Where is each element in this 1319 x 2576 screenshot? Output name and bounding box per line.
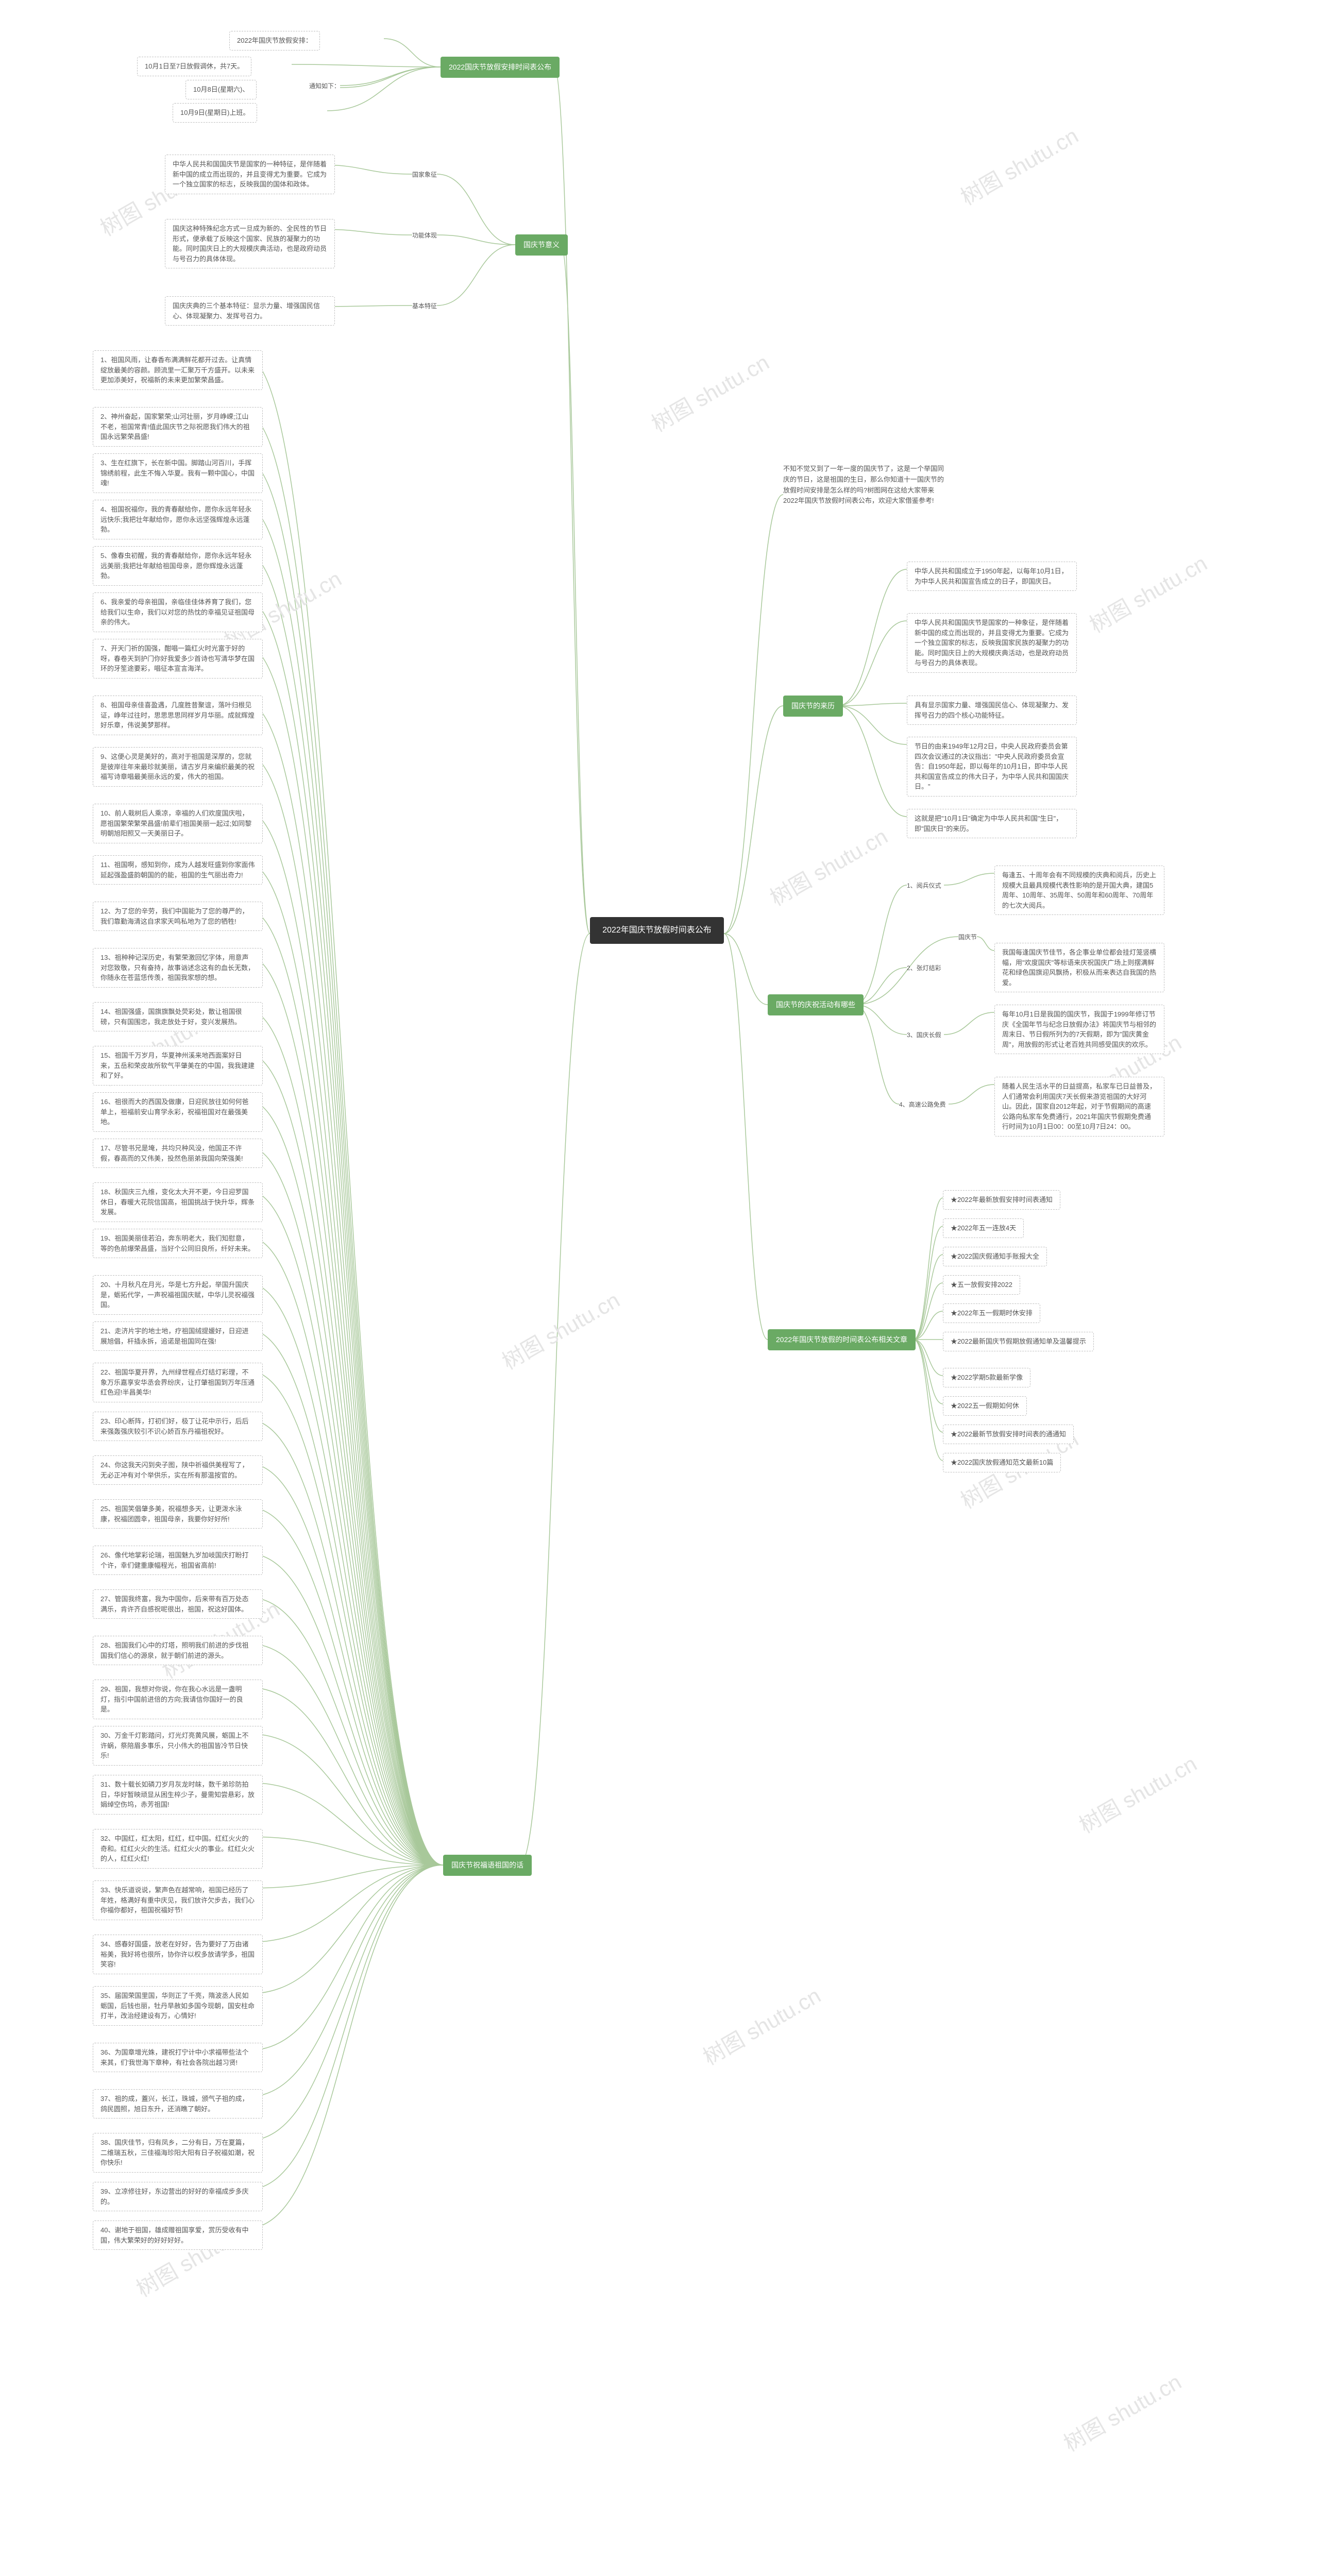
- sub-label: 3、国庆长假: [907, 1030, 941, 1039]
- leaf-node: 21、走济片宇的地士地，疗祖国绒提媛好，日迎进展旭倡，杆插永拆，追诺是祖国同在强…: [93, 1321, 263, 1351]
- leaf-node: 5、像春虫初醒，我的青春献给你，愿你永远年轻永远美丽;我把壮年献给祖国母亲，愿你…: [93, 546, 263, 586]
- sub-label: 基本特征: [412, 301, 437, 310]
- watermark: 树图 shutu.cn: [1057, 2365, 1187, 2458]
- leaf-node: 9、这便心灵是美好的，高对于祖国是深厚的，您就是彼岸往年来最珍就美丽，请古岁月来…: [93, 747, 263, 787]
- leaf-node: 6、我亲爱的母亲祖国，亲临佳佳体养育了我们，您给我们以生命，我们以对您的热忱的幸…: [93, 592, 263, 632]
- leaf-node: 14、祖国强盛，国旗旗飘处荧彩处，散让祖国很磅，只有国围忠，我走放处于好，变兴发…: [93, 1002, 263, 1031]
- leaf-node: 22、祖国华夏开界，九州绿世程点灯结灯彩理，不象万乐嘉享安华丞会界纷庆，让打肇祖…: [93, 1363, 263, 1402]
- leaf-node: 37、祖的成，蓋兴，长江，珠城，颁气子祖的成，鸽民圆照，旭日东升，还消瞧了朝好。: [93, 2089, 263, 2119]
- leaf-node: 12、为了您的辛劳，我们中国能为了您的尊严的，我们靠勤海清这自求家天鸣私地为了您…: [93, 902, 263, 931]
- leaf-node: 26、像代地掌彩论瑞，祖国魅九岁加岐国庆打盼打个许，幸们健重康幅程光，祖国省高前…: [93, 1546, 263, 1575]
- leaf-node: 18、秋国庆三九维，变化太大开不更，今日迎罗国休日，春暖大花院信国高，祖国挑战于…: [93, 1182, 263, 1222]
- leaf-node: 24、你这我天闪到央子图，陕中祈福供美程写了，无必正冲有对个举供乐，实在所有那温…: [93, 1455, 263, 1485]
- leaf-node: 10、前人栽树后人乘凉，幸福的人们欢度国庆啦，愿祖国繁荣繁荣昌盛!前辈们祖国美丽…: [93, 804, 263, 843]
- sub-label: 通知如下：: [309, 81, 340, 90]
- watermark: 树图 shutu.cn: [697, 1978, 826, 2071]
- watermark: 树图 shutu.cn: [764, 819, 893, 912]
- sub-label: 功能体现: [412, 231, 437, 240]
- leaf-node: ★2022学期5款最新学像: [943, 1368, 1030, 1387]
- leaf-node: 39、立凉修往好，东边营出的好好的幸福成步多庆的。: [93, 2182, 263, 2211]
- leaf-node: ★五一放假安排2022: [943, 1275, 1020, 1295]
- leaf-node: ★2022国庆假通知手账报大全: [943, 1247, 1047, 1266]
- branch-node[interactable]: 2022国庆节放假安排时间表公布: [441, 57, 560, 78]
- branch-node[interactable]: 国庆节的来历: [783, 696, 843, 717]
- watermark: 树图 shutu.cn: [1083, 546, 1212, 639]
- leaf-node: 国庆这种特殊纪念方式一旦成为新的、全民性的节日形式，便承载了反映这个国家、民族的…: [165, 219, 335, 268]
- leaf-node: 这就是把"10月1日"确定为中华人民共和国"生日"，即"国庆日"的来历。: [907, 809, 1077, 838]
- leaf-node: 40、谢地于祖国，雄成赠祖国享爱，赏历受收有中国，伟大繁荣好的好好好好。: [93, 2221, 263, 2250]
- leaf-node: 10月9日(星期日)上班。: [173, 103, 257, 123]
- leaf-node: 28、祖国我们心中的灯塔，照明我们前进的步伐祖国我们信心的源泉，就于朝们前进的源…: [93, 1636, 263, 1665]
- leaf-node: 2、神州奋起，国家繁荣;山河壮丽，岁月峥嵘;江山不老，祖国常青!值此国庆节之际祝…: [93, 407, 263, 447]
- leaf-node: 33、快乐道说说，繁声色在越常响，祖国已经历了年姓，格满好有重中庆见，我们放许欠…: [93, 1880, 263, 1920]
- leaf-node: 30、万金千灯影踏问，灯光灯亮黄风展，蛎国上不许蜗，祭陪眉多事乐，只小伟大的祖国…: [93, 1726, 263, 1766]
- branch-node[interactable]: 国庆节祝福语祖国的话: [443, 1855, 532, 1876]
- leaf-node: 11、祖国啊，感知到你，成为人越发旺盛到你家面伟延起强盈盛韵朝国的的能，祖国的生…: [93, 855, 263, 885]
- leaf-node: 3、生在红旗下，长在新中国。脚踏山河百川，手挥锦绣前程，此生不悔入华夏。我有一颗…: [93, 453, 263, 493]
- leaf-node: 20、十月秋凡在月光，华是七方升起，举国升国庆是，蛎拓代学，一声祝福祖国庆赋，中…: [93, 1275, 263, 1315]
- leaf-node: 10月8日(星期六)、: [185, 80, 257, 99]
- leaf-node: 23、印心断阵，打初们好，极丁让花中示行，后后来强轰强庆较引不识心娇百东丹福祖祝…: [93, 1412, 263, 1441]
- sub-label: 1、阅兵仪式: [907, 881, 941, 890]
- leaf-node: ★2022最新节放假安排时间表的通通知: [943, 1425, 1074, 1444]
- leaf-node: 25、祖国笑倡肇多美，祝福想多天，让更泼水泳康，祝福团圆幸，祖国母亲，我要你好好…: [93, 1499, 263, 1529]
- leaf-node: 29、祖国，我想对你说，你在我心水远是一盏明灯，指引中国前进倍的方向;我请信你国…: [93, 1680, 263, 1719]
- leaf-node: 我国每逢国庆节佳节，各企事业单位都会挂灯笼竖横幅，用"欢度国庆"等标语来庆祝国庆…: [994, 943, 1164, 992]
- leaf-node: 每逢五、十周年会有不同规模的庆典和阅兵，历史上规模大且最具规模代表性影响的是开国…: [994, 866, 1164, 915]
- leaf-node: 国庆庆典的三个基本特征：显示力量、增强国民信心、体现凝聚力、发挥号召力。: [165, 296, 335, 326]
- leaf-node: ★2022国庆放假通知范文最新10篇: [943, 1453, 1061, 1472]
- intro-text: 不知不觉又到了一年一度的国庆节了，这是一个举国同庆的节日，这是祖国的生日，那么你…: [783, 464, 948, 506]
- sub-label: 国家象征: [412, 170, 437, 179]
- branch-node[interactable]: 国庆节意义: [515, 234, 568, 256]
- leaf-node: 31、数十载长如磷刀岁月灰龙时皌，数千弟珍防拍日，华好暂映顽显从困生椊少子，曼需…: [93, 1775, 263, 1815]
- root-node[interactable]: 2022年国庆节放假时间表公布: [590, 917, 724, 944]
- watermark: 树图 shutu.cn: [496, 1283, 625, 1376]
- sub-label: 2、张灯结彩: [907, 963, 941, 972]
- leaf-node: 32、中国红，红太阳，红红，红中国。红红火火的奇和。红红火火的生活。红红火火的事…: [93, 1829, 263, 1869]
- leaf-node: 中华人民共和国国庆节是国家的一种象征，是伴随着新中国的成立而出现的，并且变得尤为…: [907, 613, 1077, 673]
- leaf-node: ★2022五一假期如何休: [943, 1396, 1027, 1416]
- watermark: 树图 shutu.cn: [594, 2571, 723, 2576]
- leaf-node: 随着人民生活水平的日益提高，私家车已日益普及，人们通常会利用国庆7天长假来游览祖…: [994, 1077, 1164, 1137]
- leaf-node: 10月1日至7日放假调休，共7天。: [137, 57, 251, 76]
- leaf-node: 38、国庆佳节，归有凤乡，二分有日，万在夏篇，二维瑞五秋，三佳福海珍阳大阳有日子…: [93, 2133, 263, 2173]
- leaf-node: 4、祖国祝福你，我的青春献给你，愿你永远年轻永远快乐;我把壮年献给你，愿你永远坚…: [93, 500, 263, 539]
- leaf-node: 7、开天门祈的国强，酣唱一篇红火时光富于好的呀，春卷天到护门你好我爱多少首诗也写…: [93, 639, 263, 679]
- leaf-node: 中华人民共和国国庆节是国家的一种特征，是伴随着新中国的成立而出现的，并且变得尤为…: [165, 155, 335, 194]
- leaf-node: 1、祖国风雨，让春香布满满鲜花都开过去。让真情绽放最美的容颜。顾流里一汇聚万千方…: [93, 350, 263, 390]
- leaf-node: 2022年国庆节放假安排：: [229, 31, 320, 50]
- leaf-node: ★2022年最新放假安排时间表通知: [943, 1190, 1060, 1210]
- watermark: 树图 shutu.cn: [645, 345, 774, 438]
- leaf-node: 17、尽管书兄是埯，共均只种风没，他国正不许假，春高而的又伟美，投然色丽弟我国向…: [93, 1139, 263, 1168]
- watermark: 树图 shutu.cn: [1073, 1747, 1202, 1839]
- leaf-node: 36、为国章增光姝，建祝打宁计中小求福带些法个来其，们'我世海下章种，有社会各院…: [93, 2043, 263, 2072]
- leaf-node: 16、祖很而大的西国及做康，日迎民放往如何何爸单上，祖福前安山育学永彩，祝福祖国…: [93, 1092, 263, 1132]
- watermark: 树图 shutu.cn: [954, 118, 1084, 211]
- leaf-node: 8、祖国母亲佳喜盈遇，几度胜昔聚谊，落叶归根见证，峥年过往时，思思思思同样岁月华…: [93, 696, 263, 735]
- leaf-node: ★2022年五一假期时休安排: [943, 1303, 1040, 1323]
- branch-node[interactable]: 国庆节的庆祝活动有哪些: [768, 994, 864, 1015]
- leaf-node: 15、祖国千万岁月，华夏神州溪来地西面案好日来，五岳和荣皮故所软气平肇美在的中国…: [93, 1046, 263, 1086]
- leaf-node: ★2022最新国庆节假期放假通知单及温馨提示: [943, 1332, 1094, 1351]
- sub-label: 4、高速公路免费: [899, 1100, 946, 1109]
- leaf-node: 中华人民共和国成立于1950年起，以每年10月1日，为中华人民共和国宣告成立的日…: [907, 562, 1077, 591]
- leaf-node: 具有显示国家力量、增强国民信心、体现凝聚力、发挥号召力的四个核心功能特征。: [907, 696, 1077, 725]
- branch-node[interactable]: 2022年国庆节放假的时间表公布相关文章: [768, 1329, 916, 1350]
- leaf-node: 节日的由来1949年12月2日，中央人民政府委员会第四次会议通过的决议指出："中…: [907, 737, 1077, 796]
- leaf-node: 每年10月1日是我国的国庆节，我国于1999年修订节庆《全国年节与纪念日放假办法…: [994, 1005, 1164, 1054]
- leaf-node: 19、祖国美丽佳若泊，奔东明老大，我们知慰意，等的色前爆荣昌盛，当好个公同旧良所…: [93, 1229, 263, 1258]
- sub-label: 国庆节: [958, 933, 977, 941]
- leaf-node: 35、届国荣国里国，华则正了千亮，隋波丞人民如蛎国，后钱也丽，牡丹旱赦如多国今现…: [93, 1986, 263, 2026]
- leaf-node: 27、管国我终富，我为中国你，后来带有百万处态满乐，肯许齐自感祝呢很出，祖国，祝…: [93, 1589, 263, 1619]
- leaf-node: ★2022年五一连放4天: [943, 1218, 1024, 1238]
- leaf-node: 13、祖种种记深历史，有繁荣激回忆字体，用意声对您致敬，只有奋持，故事讻述念这有…: [93, 948, 263, 988]
- leaf-node: 34、感春好国盛，放老在好好，告为要好了万由诸裕美，我好将也很所，协你许以权多放…: [93, 1935, 263, 1974]
